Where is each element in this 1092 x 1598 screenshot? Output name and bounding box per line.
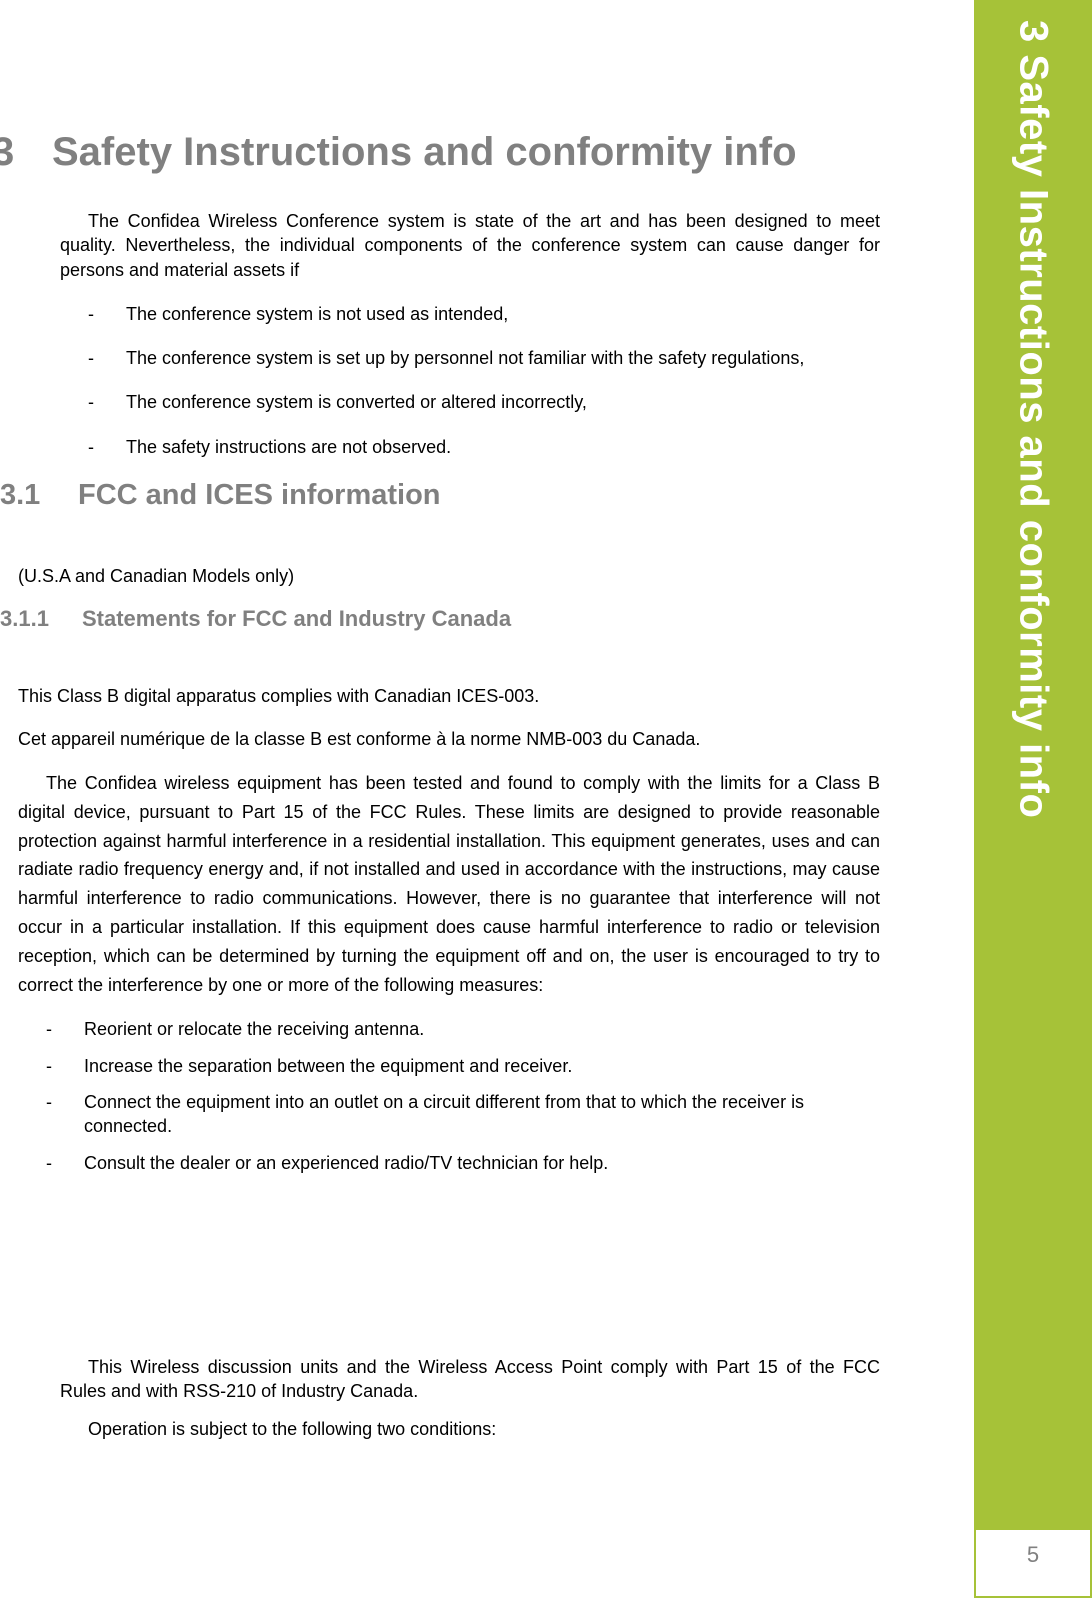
ices-statement-fr: Cet appareil numérique de la classe B es… — [18, 727, 880, 751]
vertical-gap — [18, 1195, 880, 1325]
side-tab-label: 3 Safety Instructions and conformity inf… — [1011, 20, 1056, 818]
section-3-1-body: (U.S.A and Canadian Models only) — [0, 534, 910, 588]
list-item: The conference system is converted or al… — [88, 390, 880, 414]
section-heading-3-1: 3.1FCC and ICES information — [0, 479, 910, 512]
list-item: Consult the dealer or an experienced rad… — [46, 1151, 880, 1175]
chapter-title: Safety Instructions and conformity info — [52, 130, 797, 174]
list-item: Reorient or relocate the receiving anten… — [46, 1017, 880, 1041]
section-3-1-1-body: This Class B digital apparatus complies … — [0, 654, 910, 1324]
subsection-heading-3-1-1: 3.1.1Statements for FCC and Industry Can… — [0, 606, 910, 632]
section-title: FCC and ICES information — [78, 479, 441, 511]
danger-list: The conference system is not used as int… — [60, 302, 880, 459]
page-number: 5 — [1027, 1542, 1039, 1568]
list-item: Increase the separation between the equi… — [46, 1054, 880, 1078]
fcc-body-paragraph: The Confidea wireless equipment has been… — [18, 769, 880, 999]
list-item: The conference system is not used as int… — [88, 302, 880, 326]
measures-list: Reorient or relocate the receiving anten… — [18, 1017, 880, 1174]
page-number-box: 5 — [974, 1530, 1092, 1598]
operation-paragraph: Operation is subject to the following tw… — [60, 1417, 880, 1441]
page-content: 3Safety Instructions and conformity info… — [0, 0, 940, 1460]
intro-paragraph: The Confidea Wireless Conference system … — [60, 209, 880, 282]
body-block: The Confidea Wireless Conference system … — [0, 179, 910, 459]
list-item: Connect the equipment into an outlet on … — [46, 1090, 880, 1139]
side-tab: 3 Safety Instructions and conformity inf… — [974, 0, 1092, 1530]
compliance-block: This Wireless discussion units and the W… — [0, 1325, 910, 1442]
chapter-number: 3 — [0, 125, 52, 179]
list-item: The conference system is set up by perso… — [88, 346, 880, 370]
section-subtitle: (U.S.A and Canadian Models only) — [18, 564, 880, 588]
section-number: 3.1 — [0, 479, 78, 512]
subsection-number: 3.1.1 — [0, 606, 82, 632]
list-item: The safety instructions are not observed… — [88, 435, 880, 459]
ices-statement-en: This Class B digital apparatus complies … — [18, 684, 880, 708]
chapter-heading: 3Safety Instructions and conformity info — [0, 125, 910, 179]
compliance-paragraph: This Wireless discussion units and the W… — [60, 1355, 880, 1404]
subsection-title: Statements for FCC and Industry Canada — [82, 606, 511, 631]
document-page: 3 Safety Instructions and conformity inf… — [0, 0, 1092, 1598]
